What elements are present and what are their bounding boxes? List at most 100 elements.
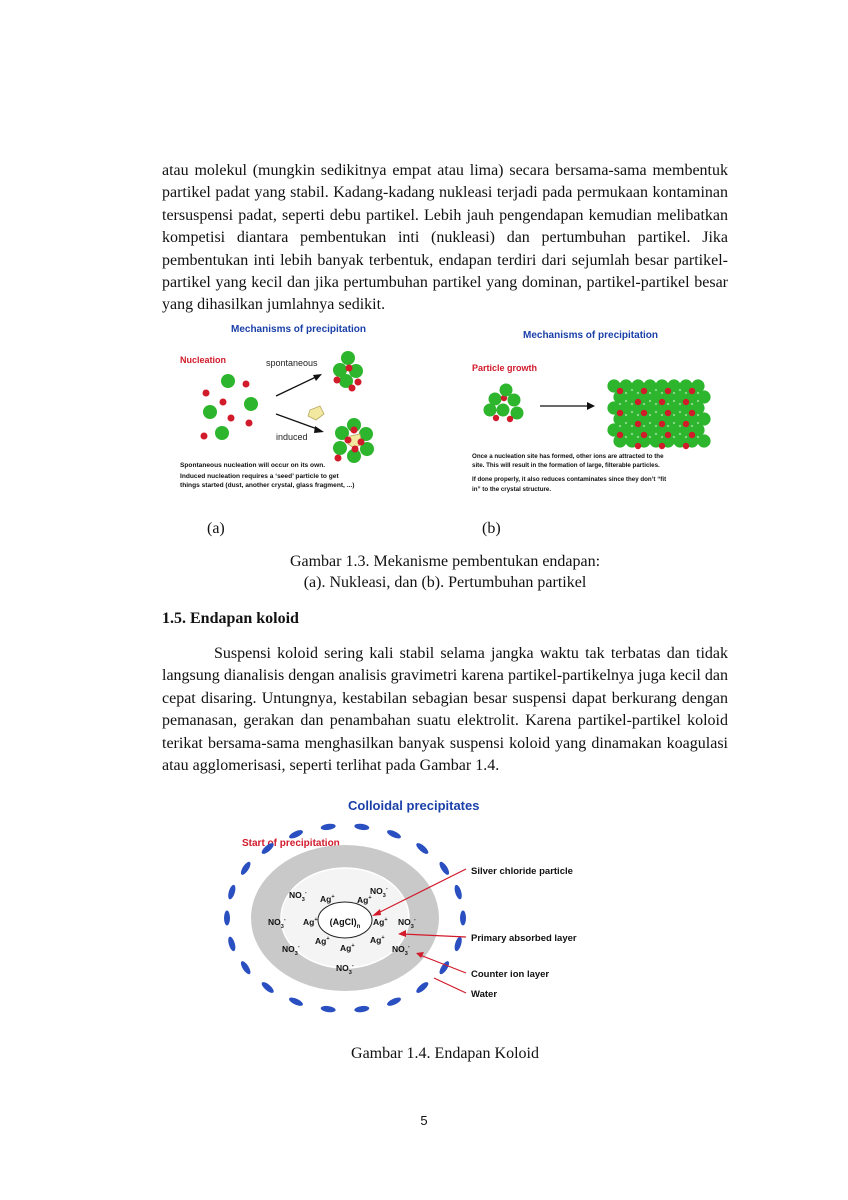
ag-ion: Ag+	[303, 917, 318, 927]
aggregate-green-ion	[613, 390, 627, 404]
aggregate-red-ion	[634, 442, 642, 450]
ag-ion: Ag+	[373, 917, 388, 927]
figure-colloidal-precipitates: Colloidal precipitates Start of precipit…	[212, 784, 658, 1024]
aggregate-red-ion	[688, 387, 696, 395]
no3-ion: NO3-	[370, 886, 388, 899]
aggregate-red-ion	[640, 409, 648, 417]
nucleation-note-1: Spontaneous nucleation will occur on its…	[180, 462, 325, 469]
ag-ions: Ag+ Ag+ Ag+ Ag+ Ag+ Ag+ Ag+	[303, 894, 388, 953]
water-ion	[240, 861, 251, 875]
induced-cluster	[333, 418, 374, 463]
nucleation-label: Nucleation	[180, 355, 226, 365]
label-water: Water	[471, 989, 497, 1000]
aggregate-green-ion	[613, 434, 627, 448]
water-ion	[320, 1005, 336, 1013]
no3-ion: NO3-	[392, 944, 410, 957]
aggregate-red-ion	[634, 420, 642, 428]
water-ion	[460, 910, 466, 926]
colloid-title: Colloidal precipitates	[348, 798, 479, 813]
water-ion	[416, 982, 429, 993]
no3-ion: NO3-	[336, 963, 354, 976]
no3-ions: NO3- NO3- NO3- NO3- NO3- NO3- NO3-	[268, 886, 416, 976]
sublabel-a: (a)	[207, 520, 225, 537]
aggregate-red-ion	[682, 398, 690, 406]
nucleation-title: Mechanisms of precipitation	[231, 324, 366, 335]
figure-nucleation: Mechanisms of precipitation Nucleation s…	[170, 318, 428, 513]
water-ion	[354, 1005, 370, 1013]
aggregate-red-ion	[640, 387, 648, 395]
growth-note-2b: in” to the crystal structure.	[472, 486, 551, 493]
aggregate-red-ion	[640, 431, 648, 439]
no3-ion: NO3-	[268, 917, 286, 930]
aggregate-red-ion	[616, 409, 624, 417]
aggregate-green-ion	[697, 412, 711, 426]
nucleation-note-2b: things started (dust, another crystal, g…	[180, 482, 354, 489]
aggregate-red-ion	[658, 420, 666, 428]
ag-ion: Ag+	[320, 894, 335, 904]
section-heading: 1.5. Endapan koloid	[162, 610, 299, 627]
induced-arrow	[275, 413, 321, 431]
water-ions	[224, 823, 466, 1013]
large-aggregate	[607, 379, 711, 450]
figure-1-3-caption-line-1: Gambar 1.3. Mekanisme pembentukan endapa…	[289, 553, 601, 570]
growth-note-1b: site. This will result in the formation …	[472, 462, 660, 469]
growth-note-2a: If done properly, it also reduces contam…	[472, 476, 666, 483]
water-ion	[289, 830, 303, 839]
aggregate-red-ion	[682, 420, 690, 428]
no3-ion: NO3-	[398, 917, 416, 930]
spontaneous-arrow	[275, 375, 319, 397]
water-ion	[320, 823, 336, 831]
seed-particle	[307, 405, 325, 421]
spontaneous-cluster	[333, 351, 363, 392]
body-paragraph-2: Suspensi koloid sering kali stabil selam…	[162, 645, 728, 775]
aggregate-red-ion	[688, 431, 696, 439]
spontaneous-label: spontaneous	[266, 358, 318, 368]
water-ion	[439, 961, 450, 975]
pointer-arrowheads	[372, 909, 424, 958]
scattered-ions	[200, 374, 258, 440]
aggregate-red-ion	[664, 431, 672, 439]
agcl-core	[317, 901, 373, 939]
aggregate-red-ion	[616, 387, 624, 395]
growth-note-1a: Once a nucleation site has formed, other…	[472, 453, 664, 460]
aggregate-red-ion	[682, 442, 690, 450]
nucleation-note-2a: Induced nucleation requires a ‘seed’ par…	[180, 473, 339, 480]
figure-1-4-caption: Gambar 1.4. Endapan Koloid	[351, 1045, 539, 1062]
water-ion	[261, 843, 274, 854]
water-ion	[228, 884, 236, 900]
no3-ion: NO3-	[282, 944, 300, 957]
figure-particle-growth: Mechanisms of precipitation Particle gro…	[462, 318, 720, 513]
ag-ion: Ag+	[340, 943, 355, 953]
ag-ion: Ag+	[315, 936, 330, 946]
aggregate-red-ion	[664, 409, 672, 417]
colloid-labels: Silver chloride particle Primary absorbe…	[471, 866, 577, 1000]
figure-1-3-caption-line-2: (a). Nukleasi, dan (b). Pertumbuhan part…	[303, 574, 587, 591]
water-ion	[228, 936, 236, 952]
water-ion	[439, 861, 450, 875]
aggregate-green-ion	[613, 412, 627, 426]
growth-label: Particle growth	[472, 363, 537, 373]
water-ion	[416, 843, 429, 854]
label-silver-chloride: Silver chloride particle	[471, 866, 573, 877]
colloid-start-label: Start of precipitation	[242, 838, 340, 849]
aggregate-green-ion	[697, 434, 711, 448]
water-ion	[240, 961, 251, 975]
water-ion	[387, 830, 401, 839]
aggregate-red-ion	[616, 431, 624, 439]
aggregate-red-ion	[688, 409, 696, 417]
growth-title: Mechanisms of precipitation	[523, 330, 658, 341]
water-ion	[454, 936, 462, 952]
label-counter-ion: Counter ion layer	[471, 969, 549, 980]
water-ion	[387, 997, 401, 1006]
pointer-lines	[375, 868, 467, 994]
small-cluster	[483, 383, 524, 423]
water-ion	[289, 997, 303, 1006]
label-primary-layer: Primary absorbed layer	[471, 933, 577, 944]
body-paragraph-1: atau molekul (mungkin sedikitnya empat a…	[162, 162, 728, 314]
water-ion	[454, 884, 462, 900]
water-ion	[224, 910, 230, 926]
aggregate-red-ion	[634, 398, 642, 406]
agcl-label: (AgCl)n	[330, 917, 361, 930]
no3-ion: NO3-	[289, 890, 307, 903]
page-number: 5	[420, 1113, 428, 1128]
